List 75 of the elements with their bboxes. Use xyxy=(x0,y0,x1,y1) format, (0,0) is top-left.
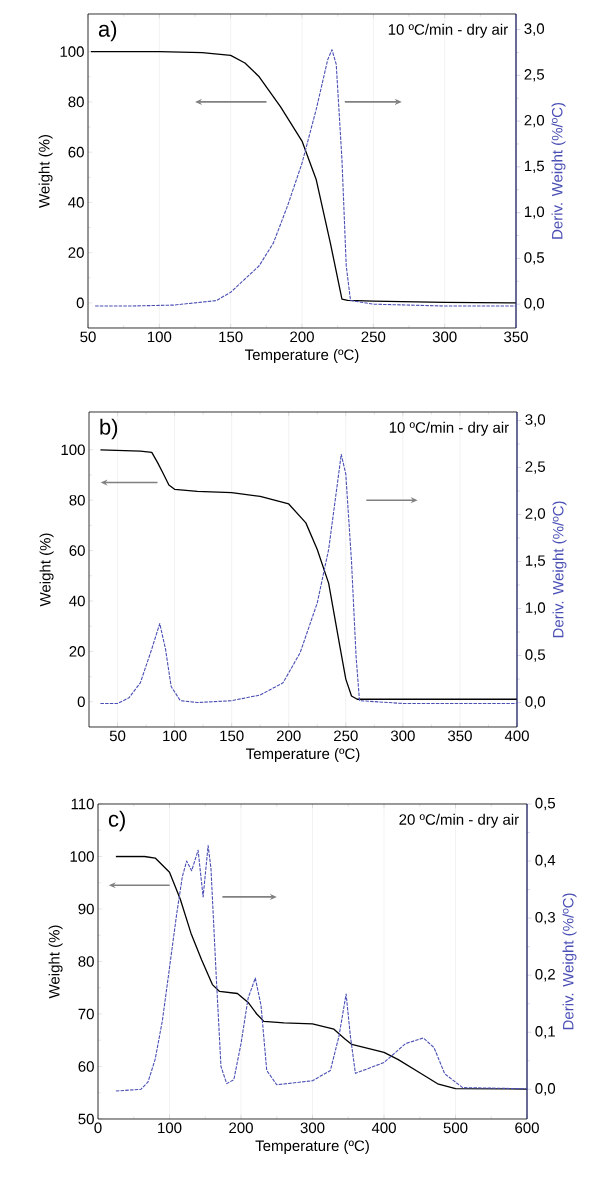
y-tick-label: 20 xyxy=(69,646,85,657)
x-axis-title: Temperature (ºC) xyxy=(255,1140,369,1154)
x-tick-label: 50 xyxy=(109,730,126,742)
y2-tick-label: 3,0 xyxy=(524,23,545,36)
y-tick-label: 40 xyxy=(68,197,84,208)
x-tick-label: 500 xyxy=(443,1122,468,1134)
y-tick-label: 60 xyxy=(69,545,85,556)
x-axis-title: Temperature (ºC) xyxy=(245,748,360,762)
y-tick-label: 100 xyxy=(61,444,85,456)
x-tick-label: 150 xyxy=(219,331,243,343)
y2-tick-label: 2,5 xyxy=(524,69,545,82)
annotation: b) xyxy=(100,418,118,440)
y-tick-label: 100 xyxy=(60,46,84,57)
y2-tick-label: 0,0 xyxy=(524,297,545,311)
y2-tick-label: 0,5 xyxy=(535,797,556,811)
y-axis-title: Weight (%) xyxy=(38,134,53,208)
y-axis-title: Weight (%) xyxy=(48,925,63,999)
annotation: c) xyxy=(108,810,125,832)
y-tick-label: 90 xyxy=(78,903,94,915)
x-tick-label: 400 xyxy=(504,730,529,742)
x-tick-label: 150 xyxy=(220,730,244,742)
y-tick-label: 60 xyxy=(78,1061,94,1072)
y-tick-label: 110 xyxy=(71,798,94,810)
y2-axis-title: Deriv. Weight (%/ºC) xyxy=(552,501,567,638)
y2-tick-label: 0,5 xyxy=(524,252,545,265)
y-tick-label: 80 xyxy=(68,96,84,108)
y-tick-label: 0 xyxy=(76,297,84,309)
x-tick-label: 100 xyxy=(163,730,187,742)
y2-tick-label: 1,5 xyxy=(524,160,545,173)
y2-tick-label: 2,5 xyxy=(525,461,546,474)
y2-axis-title: Deriv. Weight (%/ºC) xyxy=(562,893,577,1030)
x-tick-label: 200 xyxy=(229,1122,253,1134)
x-tick-label: 300 xyxy=(390,730,415,742)
y-tick-label: 40 xyxy=(69,595,85,607)
annotation: 10 ºC/min - dry air xyxy=(388,23,508,38)
x-tick-label: 100 xyxy=(158,1122,182,1134)
y2-tick-label: 0,5 xyxy=(525,649,546,662)
x-tick-label: 100 xyxy=(147,331,172,343)
x-axis-title: Temperature (ºC) xyxy=(244,349,359,363)
x-tick-label: 400 xyxy=(371,1122,396,1134)
x-tick-label: 200 xyxy=(276,730,301,742)
x-tick-label: 0 xyxy=(94,1122,102,1134)
annotation: 10 ºC/min - dry air xyxy=(389,421,509,436)
x-tick-label: 350 xyxy=(504,331,528,343)
y-tick-label: 80 xyxy=(78,956,94,967)
y-tick-label: 60 xyxy=(68,146,84,158)
x-tick-label: 300 xyxy=(300,1122,325,1134)
x-tick-label: 250 xyxy=(334,730,358,742)
x-tick-label: 600 xyxy=(515,1122,539,1134)
y2-tick-label: 0,0 xyxy=(525,696,546,709)
y2-tick-label: 0,4 xyxy=(535,854,556,868)
y-tick-label: 50 xyxy=(78,1113,94,1125)
x-tick-label: 300 xyxy=(432,331,457,343)
y2-tick-label: 2,0 xyxy=(524,114,545,128)
y2-tick-label: 1,0 xyxy=(525,602,546,615)
y2-tick-label: 0,3 xyxy=(535,911,555,925)
annotation: a) xyxy=(98,20,117,42)
x-tick-label: 350 xyxy=(447,730,472,742)
y-tick-label: 80 xyxy=(69,494,85,506)
annotation: 20 ºC/min - dry air xyxy=(399,813,519,828)
y-tick-label: 100 xyxy=(70,851,94,862)
x-tick-label: 200 xyxy=(290,331,314,343)
y2-tick-label: 2,0 xyxy=(525,508,546,521)
y2-tick-label: 1,5 xyxy=(525,555,546,568)
y2-tick-label: 1,0 xyxy=(524,206,545,219)
y-tick-label: 70 xyxy=(78,1008,94,1020)
y2-tick-label: 3,0 xyxy=(525,414,546,427)
y2-axis-title: Deriv. Weight (%/ºC) xyxy=(551,102,566,239)
y2-tick-label: 0,2 xyxy=(535,968,555,982)
y-tick-label: 0 xyxy=(77,696,85,708)
y-tick-label: 20 xyxy=(68,247,84,258)
x-tick-label: 250 xyxy=(361,331,386,343)
y2-tick-label: 0,1 xyxy=(535,1026,555,1039)
y2-tick-label: 0,0 xyxy=(535,1083,556,1096)
y-axis-title: Weight (%) xyxy=(39,533,54,607)
